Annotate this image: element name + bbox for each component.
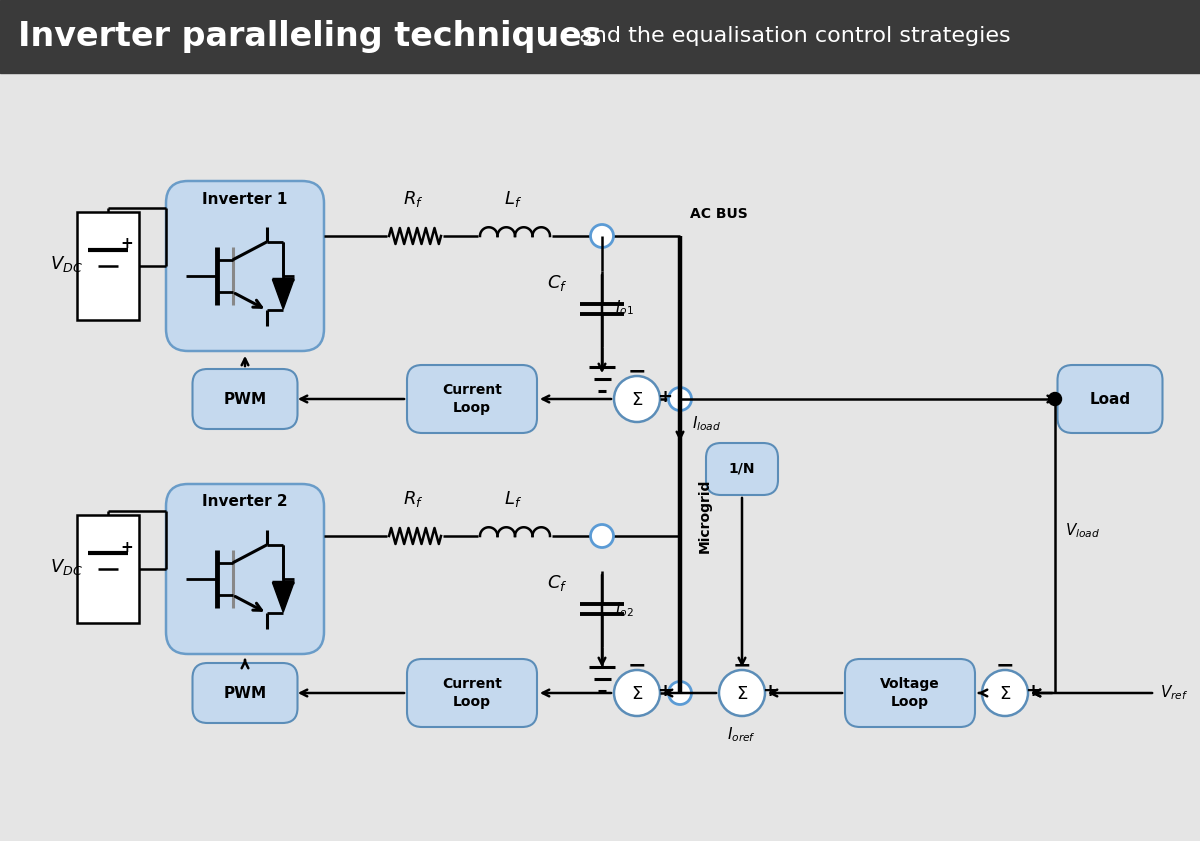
FancyBboxPatch shape (407, 365, 536, 433)
Text: −: − (996, 655, 1014, 675)
Text: −: − (628, 361, 647, 381)
Text: PWM: PWM (223, 685, 266, 701)
Text: Inverter 2: Inverter 2 (202, 495, 288, 510)
Text: $R_f$: $R_f$ (403, 489, 424, 509)
FancyBboxPatch shape (166, 484, 324, 654)
Text: Inverter 1: Inverter 1 (203, 192, 288, 207)
Text: −: − (628, 655, 647, 675)
Circle shape (719, 670, 766, 716)
Text: +: + (120, 539, 133, 554)
Text: +: + (1026, 682, 1040, 700)
Text: +: + (120, 236, 133, 251)
Circle shape (982, 670, 1028, 716)
Circle shape (1049, 393, 1062, 405)
Circle shape (590, 225, 613, 247)
Text: $C_f$: $C_f$ (547, 273, 568, 293)
FancyBboxPatch shape (1057, 365, 1163, 433)
Text: Load: Load (1090, 392, 1130, 406)
Text: PWM: PWM (223, 392, 266, 406)
Text: +: + (658, 388, 672, 406)
Text: and the equalisation control strategies: and the equalisation control strategies (572, 27, 1010, 46)
Text: Voltage
Loop: Voltage Loop (880, 677, 940, 709)
Circle shape (668, 388, 691, 410)
FancyBboxPatch shape (706, 443, 778, 495)
Bar (0, 0, 1200, 73)
Circle shape (668, 681, 691, 705)
Text: $\Sigma$: $\Sigma$ (631, 391, 643, 409)
Text: $L_f$: $L_f$ (504, 489, 522, 509)
Text: $R_f$: $R_f$ (403, 189, 424, 209)
FancyBboxPatch shape (192, 369, 298, 429)
Text: $C_f$: $C_f$ (547, 573, 568, 593)
Text: Current
Loop: Current Loop (442, 383, 502, 415)
Text: $V_{load}$: $V_{load}$ (1066, 521, 1100, 541)
Text: $I_{load}$: $I_{load}$ (692, 415, 721, 433)
Text: Current
Loop: Current Loop (442, 677, 502, 709)
Circle shape (614, 670, 660, 716)
Text: $\Sigma$: $\Sigma$ (998, 685, 1012, 703)
Circle shape (614, 376, 660, 422)
Text: $V_{DC}$: $V_{DC}$ (50, 557, 83, 577)
FancyBboxPatch shape (192, 663, 298, 723)
Text: Inverter paralleling techniques: Inverter paralleling techniques (18, 20, 601, 53)
Text: $I_{o1}$: $I_{o1}$ (616, 299, 634, 317)
Text: Microgrid: Microgrid (698, 479, 712, 553)
Text: $V_{DC}$: $V_{DC}$ (50, 254, 83, 274)
Text: $L_f$: $L_f$ (504, 189, 522, 209)
Bar (77, 212, 139, 320)
Text: $I_{o2}$: $I_{o2}$ (616, 600, 634, 619)
Circle shape (590, 525, 613, 547)
Polygon shape (272, 279, 294, 309)
FancyBboxPatch shape (166, 181, 324, 351)
Bar (77, 515, 139, 623)
Text: $I_{oref}$: $I_{oref}$ (727, 725, 756, 743)
Text: $V_{ref}$: $V_{ref}$ (1160, 684, 1188, 702)
Text: $\Sigma$: $\Sigma$ (736, 685, 748, 703)
Text: −: − (733, 655, 751, 675)
FancyBboxPatch shape (407, 659, 536, 727)
Polygon shape (272, 583, 294, 612)
Text: +: + (762, 682, 778, 700)
Text: $\Sigma$: $\Sigma$ (631, 685, 643, 703)
FancyBboxPatch shape (845, 659, 974, 727)
Text: 1/N: 1/N (728, 462, 755, 476)
Text: AC BUS: AC BUS (690, 207, 748, 221)
Text: +: + (658, 682, 672, 700)
